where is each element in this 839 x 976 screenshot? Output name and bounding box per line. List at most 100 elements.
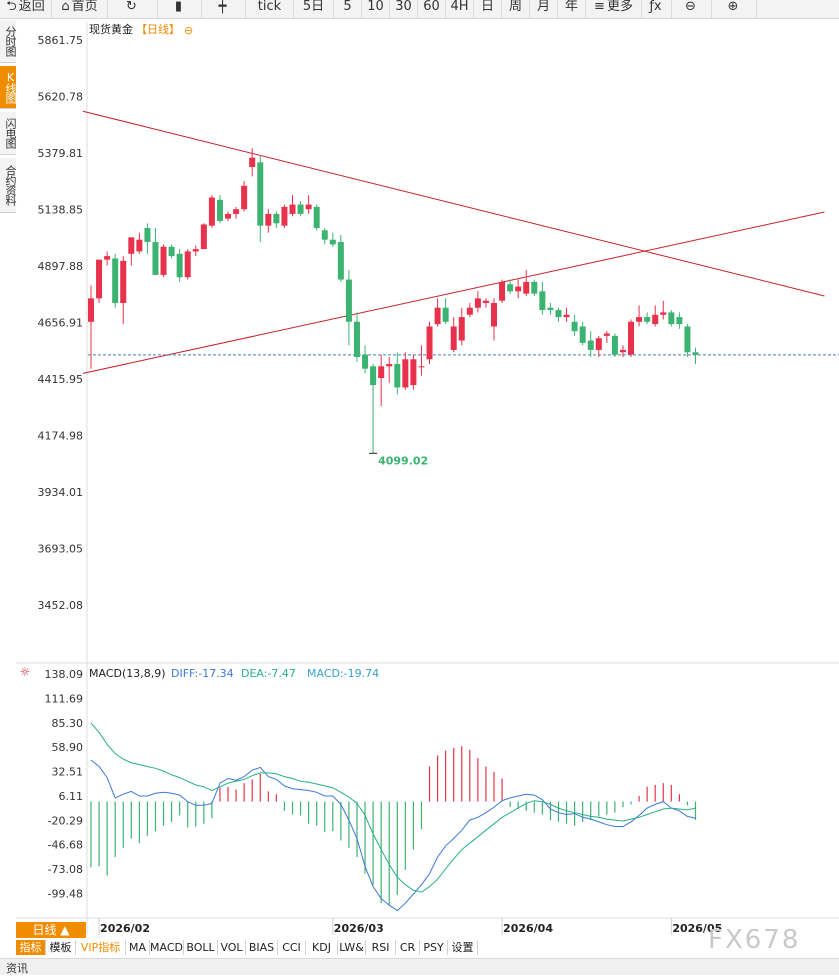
toolbar-item-item-14[interactable]: 月 [530, 0, 558, 18]
watermark: FX678 [708, 925, 801, 955]
candle-body [386, 363, 393, 367]
candle-body [692, 352, 699, 355]
toolbar-item-item-0[interactable]: ⮌ 返回 [0, 0, 52, 18]
candle-body [571, 321, 578, 332]
candle [305, 195, 312, 214]
toolbar-item-zoom-out[interactable]: ⊖ [672, 0, 712, 18]
candle-body [402, 359, 409, 388]
indicator-tab-8[interactable]: CCI [278, 940, 306, 955]
news-tab[interactable]: 资讯 [6, 962, 28, 975]
indicator-tab-10[interactable]: LW& [338, 940, 366, 955]
toolbar-item-item-12[interactable]: 日 [474, 0, 502, 18]
candle-body [176, 253, 183, 278]
candle-body [547, 307, 554, 311]
toolbar-item-item-15[interactable]: 年 [558, 0, 586, 18]
candle-body [418, 366, 425, 368]
candle-body [152, 242, 159, 275]
macd-tick-label: 32.51 [52, 766, 84, 779]
toolbar-item-item-16[interactable]: ≡ 更多 [586, 0, 642, 18]
function-icon: ƒx [649, 0, 662, 14]
toolbar-item-label: 60 [423, 0, 440, 14]
candle-body [345, 279, 352, 322]
candle [474, 291, 481, 313]
toolbar-item-5[interactable]: 5 [334, 0, 362, 18]
indicator-tab-12[interactable]: CR [396, 940, 420, 955]
back-arrow-icon: ⮌ [6, 0, 17, 14]
toolbar-item-label: 更多 [606, 0, 633, 14]
toolbar-item-60[interactable]: 60 [418, 0, 446, 18]
trendline [82, 110, 825, 297]
x-axis-label: 2026/03 [334, 922, 384, 935]
indicator-tab-7[interactable]: BIAS [246, 940, 278, 955]
toolbar-item-bar-chart[interactable]: ▮ [158, 0, 202, 18]
period-selector[interactable]: 日线 ▲ [16, 922, 86, 938]
candle [434, 298, 441, 327]
price-tick-label: 4415.95 [38, 373, 84, 386]
indicator-tab-11[interactable]: RSI [366, 940, 396, 955]
side-tab-0[interactable]: 分时图 [0, 20, 17, 63]
candle [160, 244, 167, 278]
indicator-tab-0[interactable]: 指标 [16, 940, 46, 955]
toolbar-item-refresh[interactable]: ↻ [108, 0, 158, 18]
candle-body [353, 321, 360, 357]
side-tab-2[interactable]: 闪电图 [0, 112, 17, 155]
indicator-tab-14[interactable]: 设置 [448, 940, 478, 955]
price-tick-label: 3934.01 [38, 486, 84, 499]
candle [555, 307, 562, 322]
toolbar-item-zoom-in[interactable]: ⊕ [712, 0, 757, 18]
candle [410, 354, 417, 390]
indicator-tab-5[interactable]: BOLL [184, 940, 218, 955]
candle-body [474, 298, 481, 308]
toolbar-item-10[interactable]: 10 [362, 0, 390, 18]
indicator-tab-3[interactable]: MA [126, 940, 150, 955]
candle-body [184, 251, 191, 278]
indicator-tab-2[interactable]: VIP指标 [76, 940, 126, 955]
indicator-tab-6[interactable]: VOL [218, 940, 246, 955]
price-tick-label: 4656.91 [38, 317, 84, 330]
candle [482, 298, 489, 308]
toolbar-item-label: 5 [343, 0, 352, 14]
candle-body [587, 340, 594, 350]
toolbar-item-item-13[interactable]: 周 [502, 0, 530, 18]
candle [281, 204, 288, 228]
toolbar-item-30[interactable]: 30 [390, 0, 418, 18]
chart-toolbar: ⮌ 返回 ⌂ 首页 ↻ ▮ ┿ tick 5日 5 10 30 60 4H 日周月年 ≡ 更多 ƒx ⊖ ⊕ [0, 0, 839, 19]
x-axis-label: 2026/04 [503, 922, 553, 935]
toolbar-item-function[interactable]: ƒx [642, 0, 672, 18]
candle [313, 204, 320, 231]
candle-body [450, 326, 457, 350]
price-tick-label: 3452.08 [38, 599, 84, 612]
candle-body [531, 281, 538, 294]
candle-body [112, 258, 119, 304]
candle-body [249, 157, 256, 168]
indicator-tab-9[interactable]: KDJ [306, 940, 338, 955]
candle [200, 223, 207, 250]
side-tab-3[interactable]: 合约资料 [0, 158, 17, 213]
toolbar-item-item-1[interactable]: ⌂ 首页 [52, 0, 108, 18]
macd-value: MACD:-19.74 [307, 667, 379, 680]
candle [660, 300, 667, 320]
candlestick-icon: ┿ [218, 0, 227, 14]
macd-tick-label: 58.90 [52, 741, 84, 754]
indicator-tab-4[interactable]: MACD [150, 940, 184, 955]
candle [539, 281, 546, 315]
candle-body [466, 307, 473, 315]
candle-body [555, 310, 562, 318]
toolbar-item-tick[interactable]: tick [246, 0, 294, 18]
candle-body [507, 284, 514, 292]
candle [249, 148, 256, 177]
candle [144, 223, 151, 254]
macd-tick-label: 111.69 [45, 692, 84, 705]
candle [531, 279, 538, 296]
side-tab-1[interactable]: K线图 [0, 66, 17, 109]
toolbar-item-4h[interactable]: 4H [446, 0, 474, 18]
candle [652, 305, 659, 327]
toolbar-item-candlestick[interactable]: ┿ [202, 0, 246, 18]
indicator-tab-1[interactable]: 模板 [46, 940, 76, 955]
candle [216, 195, 223, 224]
candle [370, 363, 377, 454]
toolbar-item-5[interactable]: 5日 [294, 0, 334, 18]
indicator-tab-13[interactable]: PSY [420, 940, 448, 955]
candle-body [579, 326, 586, 343]
